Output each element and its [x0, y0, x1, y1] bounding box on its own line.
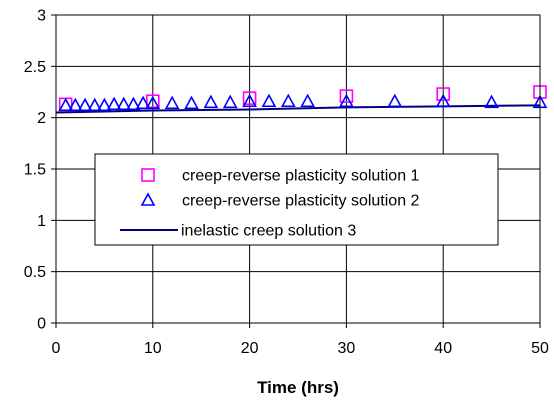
- data-point-solution-2: [126, 96, 141, 111]
- y-tick-label: 2.5: [24, 59, 46, 76]
- data-point-solution-1: [242, 91, 257, 105]
- data-point-solution-2: [58, 97, 74, 112]
- x-tick-label: 50: [531, 340, 549, 357]
- data-point-solution-1: [339, 89, 354, 103]
- data-point-solution-2: [203, 94, 219, 109]
- legend-label: creep-reverse plasticity solution 1: [182, 168, 420, 185]
- data-point-solution-2: [484, 94, 499, 109]
- x-axis-ticks: 0 10 20 30 40 50: [52, 323, 549, 357]
- legend-entries: creep-reverse plasticity solution 1 creep…: [120, 168, 420, 240]
- data-point-solution-2: [184, 95, 199, 110]
- marker-series: [58, 85, 548, 112]
- data-point-solution-2: [339, 93, 354, 108]
- legend-label: inelastic creep solution 3: [181, 223, 356, 240]
- data-point-solution-1: [436, 87, 451, 101]
- data-point-solution-2: [164, 95, 180, 110]
- data-point-solution-2: [242, 93, 257, 108]
- data-point-solution-2: [77, 97, 93, 112]
- data-point-solution-2: [261, 93, 277, 108]
- x-axis-title: Time (hrs): [257, 378, 339, 397]
- data-point-solution-2: [87, 97, 103, 112]
- x-tick-label: 10: [144, 340, 162, 357]
- x-tick-label: 20: [241, 340, 259, 357]
- data-point-solution-2: [222, 94, 238, 109]
- legend-symbol-triangle: [140, 192, 156, 206]
- y-tick-label: 1: [37, 213, 46, 230]
- legend-label: creep-reverse plasticity solution 2: [182, 193, 420, 210]
- legend-symbol-square: [141, 168, 155, 182]
- y-axis-ticks: 0 0.5 1 1.5 2 2.5 3: [24, 8, 56, 333]
- y-tick-label: 2: [37, 110, 46, 127]
- data-point-solution-1: [146, 94, 160, 109]
- data-point-solution-2: [106, 96, 122, 111]
- y-tick-label: 3: [37, 8, 46, 25]
- data-point-solution-2: [435, 93, 451, 108]
- x-tick-label: 30: [338, 340, 356, 357]
- data-point-solution-2: [97, 97, 112, 112]
- y-tick-label: 0.5: [24, 264, 46, 281]
- data-point-solution-2: [280, 93, 296, 108]
- y-tick-label: 1.5: [24, 162, 46, 179]
- data-point-solution-2: [68, 97, 83, 112]
- x-tick-label: 40: [434, 340, 452, 357]
- y-tick-label: 0: [37, 316, 46, 333]
- legend: creep-reverse plasticity solution 1 creep…: [94, 153, 499, 246]
- data-point-solution-2: [135, 95, 151, 110]
- data-point-solution-2: [300, 93, 316, 108]
- data-point-solution-2: [116, 96, 132, 111]
- data-point-solution-2: [387, 93, 403, 108]
- data-point-solution-2: [145, 95, 161, 110]
- x-tick-label: 0: [52, 340, 61, 357]
